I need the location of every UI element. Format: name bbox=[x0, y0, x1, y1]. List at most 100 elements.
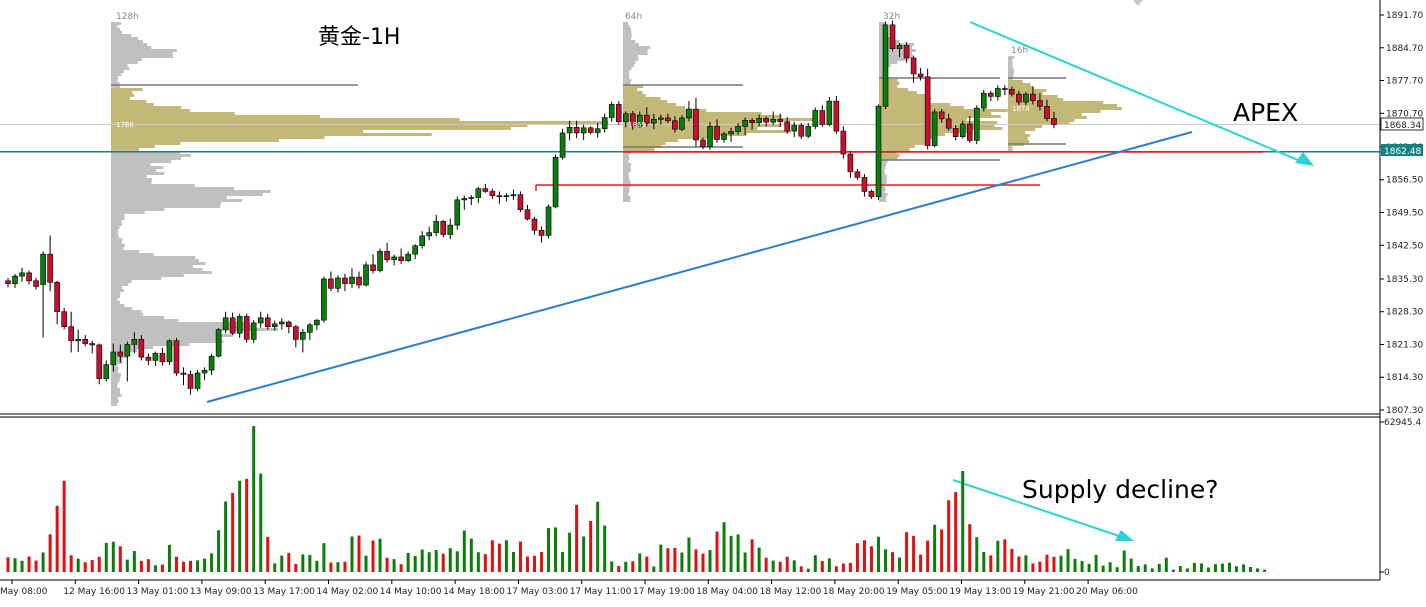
candle-body bbox=[798, 125, 805, 137]
candle-body bbox=[166, 340, 173, 363]
volume-profile-128h-bin bbox=[111, 346, 154, 349]
volume-profile-128h-bin bbox=[111, 376, 121, 379]
candle-body bbox=[959, 123, 966, 137]
volume-profile-128h-bin bbox=[111, 148, 139, 151]
volume-tick-label: 0 bbox=[1384, 568, 1390, 578]
time-tick-label: 17 May 11:00 bbox=[570, 587, 632, 597]
volume-profile-16h-bin bbox=[1008, 146, 1013, 149]
volume-profile-128h-bin bbox=[111, 82, 120, 85]
volume-profile-128h-bin bbox=[111, 301, 121, 304]
volume-profile-128h-bin bbox=[111, 76, 119, 79]
volume-profile-64h-bin bbox=[623, 25, 630, 28]
volume-profile-64h-bin bbox=[623, 109, 707, 112]
volume-profile-64h-bin bbox=[623, 43, 639, 46]
candle-body bbox=[510, 194, 517, 197]
volume-profile-128h-bin bbox=[111, 289, 125, 292]
volume-profile-32h-bin bbox=[879, 169, 885, 172]
candle-body bbox=[938, 111, 945, 120]
candle-body bbox=[735, 126, 741, 132]
volume-profile-128h-bin bbox=[111, 34, 132, 37]
profile-poc-64h: 1869 bbox=[628, 121, 646, 129]
candle-body bbox=[573, 127, 580, 134]
volume-profile-64h-bin bbox=[623, 142, 666, 145]
volume-profile-128h-bin bbox=[111, 277, 162, 280]
volume-profile-64h-bin bbox=[623, 100, 668, 103]
descending-trendline bbox=[969, 21, 1306, 164]
candle-body bbox=[285, 321, 292, 327]
candle-body bbox=[714, 126, 720, 140]
volume-profile-128h-bin bbox=[111, 205, 221, 208]
volume-profile-16h-bin bbox=[1008, 74, 1014, 77]
volume-profile-64h-bin bbox=[623, 73, 630, 76]
volume-profile-16h-bin bbox=[1008, 149, 1013, 152]
chart-title: 黄金-1H bbox=[318, 25, 400, 50]
level-price-tag-box bbox=[1381, 144, 1423, 156]
volume-profile-32h-bin bbox=[879, 73, 887, 76]
candle-body bbox=[812, 110, 819, 127]
price-tick-label: 1849.50 bbox=[1386, 209, 1423, 219]
volume-profile-64h-bin bbox=[623, 31, 632, 34]
candle-body bbox=[475, 188, 482, 198]
volume-profile-64h-bin bbox=[623, 64, 635, 67]
volume-profile-32h-bin bbox=[879, 103, 951, 106]
volume-profile-32h-bin bbox=[879, 88, 908, 91]
candle-body bbox=[847, 153, 854, 173]
volume-profile-128h-bin bbox=[111, 367, 119, 370]
candle-body bbox=[1016, 93, 1022, 103]
volume-trendline bbox=[952, 479, 1126, 539]
volume-profile-32h-bin bbox=[879, 145, 915, 148]
chart-shift-marker[interactable] bbox=[1133, 0, 1143, 6]
time-tick-label: May 08:00 bbox=[0, 587, 48, 597]
candle-body bbox=[1044, 105, 1050, 119]
volume-profile-128h-bin bbox=[111, 310, 142, 313]
volume-profile-64h-bin bbox=[623, 196, 631, 199]
volume-profile-128h-bin bbox=[111, 85, 121, 88]
candle-body bbox=[89, 343, 96, 346]
volume-profile-128h-bin bbox=[111, 403, 118, 406]
volume-profile-16h-bin bbox=[1008, 56, 1015, 59]
apex-annotation: APEX bbox=[1233, 98, 1298, 127]
volume-profile-128h-bin bbox=[111, 196, 227, 199]
volume-profile-128h-bin bbox=[111, 112, 235, 115]
volume-profile-128h-bin bbox=[111, 103, 154, 106]
candle-body bbox=[980, 92, 987, 109]
candle-body bbox=[110, 351, 117, 365]
candle-body bbox=[264, 317, 271, 327]
volume-profile-64h-bin bbox=[623, 193, 629, 196]
volume-profile-128h-bin bbox=[111, 337, 222, 340]
candle-body bbox=[854, 171, 861, 178]
candle-body bbox=[356, 276, 362, 286]
volume-profile-128h-bin bbox=[111, 163, 151, 166]
volume-profile-32h-bin bbox=[879, 160, 888, 163]
candle-body bbox=[875, 105, 882, 197]
volume-profile-128h-bin bbox=[111, 373, 122, 376]
candle-body bbox=[833, 100, 840, 132]
volume-profile-64h-bin bbox=[623, 127, 758, 130]
volume-profile-128h-bin bbox=[111, 358, 123, 361]
candle-body bbox=[363, 264, 369, 286]
volume-profile-128h-bin bbox=[111, 304, 125, 307]
candle-body bbox=[644, 114, 650, 124]
candle-body bbox=[601, 117, 608, 130]
volume-profile-128h-bin bbox=[111, 52, 173, 55]
candle-body bbox=[770, 119, 776, 123]
candle-body bbox=[707, 126, 713, 147]
candle-body bbox=[440, 221, 447, 235]
volume-profile-32h-bin bbox=[879, 154, 900, 157]
candle-body bbox=[615, 104, 622, 123]
volume-profile-128h-bin bbox=[111, 22, 121, 25]
time-tick-label: 19 May 21:00 bbox=[1013, 587, 1075, 597]
volume-profile-128h-bin bbox=[111, 202, 221, 205]
price-tick-label: 1821.30 bbox=[1386, 340, 1423, 350]
volume-profile-64h-bin bbox=[623, 190, 630, 193]
candle-body bbox=[5, 280, 11, 284]
current-price-tag: 1868.34 bbox=[1380, 117, 1424, 131]
price-tick-label: 1807.30 bbox=[1386, 406, 1423, 416]
candle-body bbox=[608, 104, 615, 118]
volume-profile-64h-bin bbox=[623, 40, 636, 43]
volume-profile-64h-bin bbox=[623, 172, 629, 175]
volume-profile-128h-bin bbox=[111, 361, 123, 364]
current-price-label: 1868.34 bbox=[1384, 121, 1421, 131]
volume-profile-128h-bin bbox=[111, 256, 196, 259]
